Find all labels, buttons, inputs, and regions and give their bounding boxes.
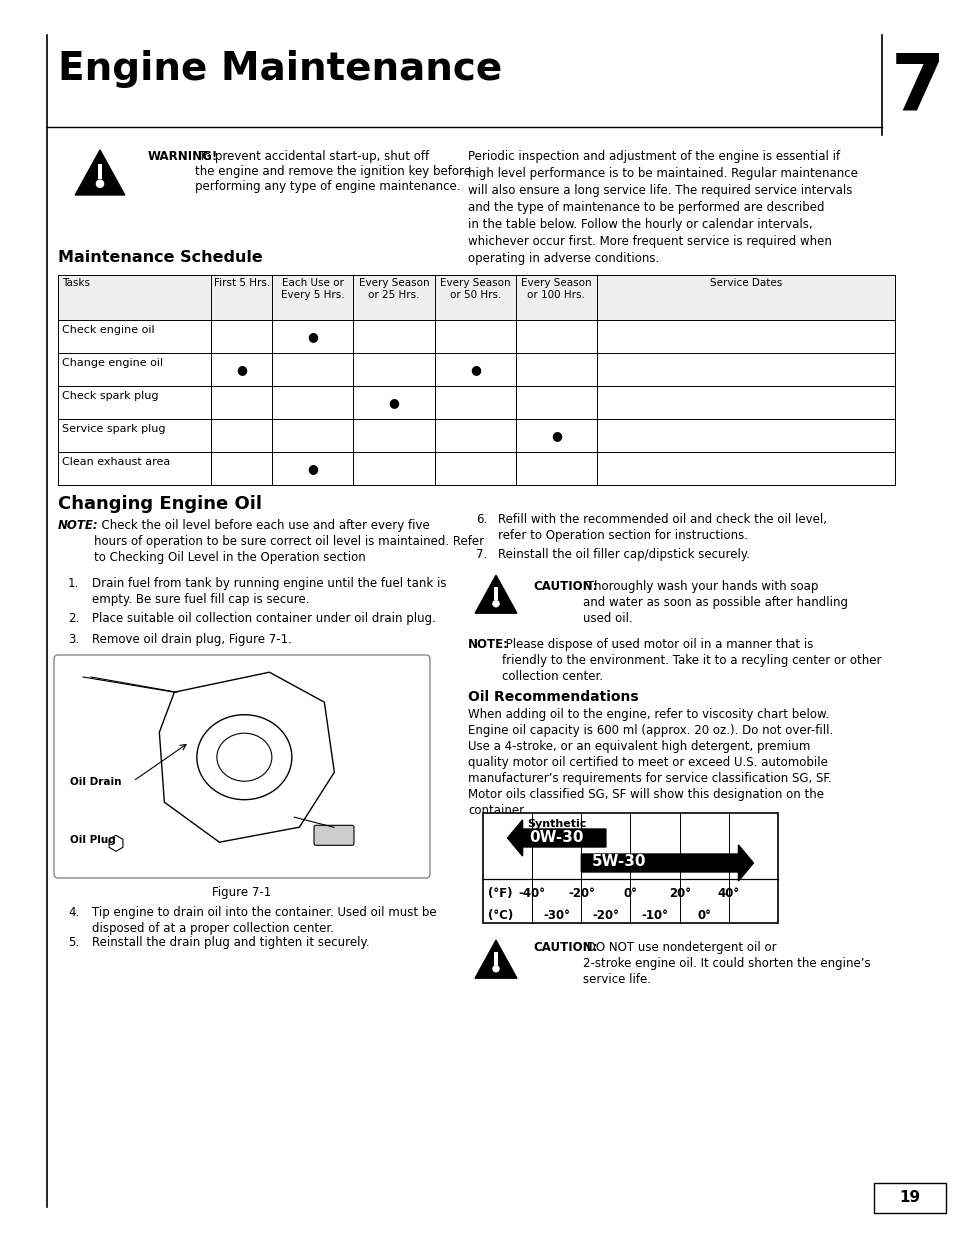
Text: Oil Plug: Oil Plug bbox=[70, 835, 115, 845]
Text: 5.: 5. bbox=[68, 936, 79, 948]
Polygon shape bbox=[580, 845, 753, 881]
Bar bbox=[58, 387, 894, 419]
Text: Thoroughly wash your hands with soap
and water as soon as possible after handlin: Thoroughly wash your hands with soap and… bbox=[582, 580, 847, 625]
Text: NOTE:: NOTE: bbox=[58, 519, 98, 532]
Text: (°F): (°F) bbox=[488, 887, 512, 900]
Text: NOTE:: NOTE: bbox=[468, 638, 509, 651]
Text: First 5 Hrs.: First 5 Hrs. bbox=[213, 278, 270, 288]
Text: ●: ● bbox=[388, 396, 399, 409]
Text: 0W-30: 0W-30 bbox=[529, 830, 583, 845]
Text: DO NOT use nondetergent oil or
2-stroke engine oil. It could shorten the engine’: DO NOT use nondetergent oil or 2-stroke … bbox=[582, 941, 870, 986]
Text: 0°: 0° bbox=[623, 887, 637, 900]
Text: Drain fuel from tank by running engine until the fuel tank is
empty. Be sure fue: Drain fuel from tank by running engine u… bbox=[91, 577, 446, 606]
Text: (°C): (°C) bbox=[488, 909, 513, 923]
Circle shape bbox=[493, 600, 498, 606]
Text: Remove oil drain plug, Figure 7-1.: Remove oil drain plug, Figure 7-1. bbox=[91, 634, 292, 646]
Text: 1.: 1. bbox=[68, 577, 79, 590]
Bar bbox=[58, 452, 894, 485]
Text: 7.: 7. bbox=[476, 548, 487, 561]
Text: Check the oil level before each use and after every five
hours of operation to b: Check the oil level before each use and … bbox=[94, 519, 483, 564]
Circle shape bbox=[493, 966, 498, 972]
Text: 19: 19 bbox=[899, 1191, 920, 1205]
Text: Periodic inspection and adjustment of the engine is essential if
high level perf: Periodic inspection and adjustment of th… bbox=[468, 149, 857, 266]
Text: Reinstall the oil filler cap/dipstick securely.: Reinstall the oil filler cap/dipstick se… bbox=[497, 548, 749, 561]
Text: ●: ● bbox=[307, 330, 318, 343]
Text: -40°: -40° bbox=[518, 887, 545, 900]
Text: To prevent accidental start-up, shut off
the engine and remove the ignition key : To prevent accidental start-up, shut off… bbox=[194, 149, 471, 193]
Text: Oil Recommendations: Oil Recommendations bbox=[468, 690, 638, 704]
Text: -20°: -20° bbox=[592, 909, 618, 923]
Bar bbox=[58, 275, 894, 320]
Text: 2.: 2. bbox=[68, 613, 79, 625]
Text: Oil Drain: Oil Drain bbox=[70, 777, 121, 787]
Text: Every Season
or 50 Hrs.: Every Season or 50 Hrs. bbox=[439, 278, 510, 300]
Polygon shape bbox=[75, 149, 125, 195]
Bar bbox=[58, 320, 894, 353]
Bar bbox=[873, 1183, 945, 1213]
Text: Service spark plug: Service spark plug bbox=[62, 424, 165, 433]
Text: Check engine oil: Check engine oil bbox=[62, 325, 154, 335]
Text: -10°: -10° bbox=[641, 909, 668, 923]
Text: Every Season
or 25 Hrs.: Every Season or 25 Hrs. bbox=[358, 278, 429, 300]
Polygon shape bbox=[475, 940, 517, 978]
Text: Tip engine to drain oil into the container. Used oil must be
disposed of at a pr: Tip engine to drain oil into the contain… bbox=[91, 906, 436, 935]
Text: Refill with the recommended oil and check the oil level,
refer to Operation sect: Refill with the recommended oil and chec… bbox=[497, 513, 826, 542]
Polygon shape bbox=[507, 820, 605, 856]
Text: When adding oil to the engine, refer to viscosity chart below.
Engine oil capaci: When adding oil to the engine, refer to … bbox=[468, 708, 832, 818]
FancyBboxPatch shape bbox=[54, 655, 430, 878]
Text: Clean exhaust area: Clean exhaust area bbox=[62, 457, 170, 467]
Polygon shape bbox=[475, 576, 517, 614]
Text: CAUTION:: CAUTION: bbox=[533, 580, 597, 593]
Bar bbox=[58, 353, 894, 387]
Text: 7: 7 bbox=[890, 49, 944, 126]
Text: -30°: -30° bbox=[543, 909, 570, 923]
Text: Please dispose of used motor oil in a manner that is
friendly to the environment: Please dispose of used motor oil in a ma… bbox=[501, 638, 881, 683]
Text: Changing Engine Oil: Changing Engine Oil bbox=[58, 495, 262, 513]
Text: Reinstall the drain plug and tighten it securely.: Reinstall the drain plug and tighten it … bbox=[91, 936, 369, 948]
Text: -20°: -20° bbox=[567, 887, 594, 900]
Bar bbox=[58, 419, 894, 452]
Text: Service Dates: Service Dates bbox=[709, 278, 781, 288]
Text: Every Season
or 100 Hrs.: Every Season or 100 Hrs. bbox=[520, 278, 591, 300]
Text: ●: ● bbox=[551, 429, 561, 442]
Text: Check spark plug: Check spark plug bbox=[62, 391, 158, 401]
FancyBboxPatch shape bbox=[97, 163, 102, 179]
Text: WARNING!: WARNING! bbox=[148, 149, 218, 163]
Text: 40°: 40° bbox=[717, 887, 740, 900]
FancyBboxPatch shape bbox=[494, 952, 497, 965]
Text: 5W-30: 5W-30 bbox=[591, 855, 645, 869]
Text: ●: ● bbox=[469, 363, 480, 375]
Text: Place suitable oil collection container under oil drain plug.: Place suitable oil collection container … bbox=[91, 613, 436, 625]
Bar bbox=[482, 813, 778, 923]
Text: Change engine oil: Change engine oil bbox=[62, 358, 163, 368]
Text: 4.: 4. bbox=[68, 906, 79, 919]
Circle shape bbox=[96, 180, 104, 188]
Text: 6.: 6. bbox=[476, 513, 487, 526]
FancyBboxPatch shape bbox=[314, 825, 354, 845]
Text: Each Use or
Every 5 Hrs.: Each Use or Every 5 Hrs. bbox=[281, 278, 344, 300]
Text: 0°: 0° bbox=[697, 909, 710, 923]
Text: 20°: 20° bbox=[668, 887, 690, 900]
Text: Figure 7-1: Figure 7-1 bbox=[213, 885, 272, 899]
Text: Synthetic: Synthetic bbox=[526, 819, 586, 829]
FancyBboxPatch shape bbox=[494, 587, 497, 600]
Text: Engine Maintenance: Engine Maintenance bbox=[58, 49, 501, 88]
Text: Tasks: Tasks bbox=[62, 278, 90, 288]
Text: CAUTION:: CAUTION: bbox=[533, 941, 597, 953]
Text: ●: ● bbox=[236, 363, 247, 375]
Text: Maintenance Schedule: Maintenance Schedule bbox=[58, 249, 262, 266]
Text: ●: ● bbox=[307, 462, 318, 475]
Text: 3.: 3. bbox=[68, 634, 79, 646]
